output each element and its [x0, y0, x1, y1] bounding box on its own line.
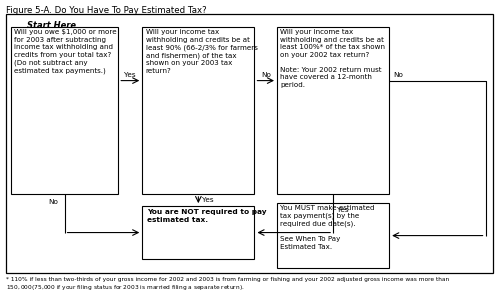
Bar [142, 206, 254, 259]
Text: No: No [393, 72, 403, 78]
Text: Will your income tax
withholding and credits be at
least 100%* of the tax shown
: Will your income tax withholding and cre… [280, 29, 385, 88]
Bar [277, 203, 389, 268]
Text: You MUST make estimated
tax payment(s) by the
required due date(s).

See When To: You MUST make estimated tax payment(s) b… [280, 205, 375, 250]
Bar [277, 27, 389, 194]
Text: * 110% if less than two-thirds of your gross income for 2002 and 2003 is from fa: * 110% if less than two-thirds of your g… [6, 277, 449, 292]
Bar [11, 27, 118, 194]
Text: No: No [261, 72, 270, 78]
Bar [6, 14, 493, 273]
Text: Yes: Yes [202, 197, 213, 203]
Text: Will you owe $1,000 or more
for 2003 after subtracting
income tax withholding an: Will you owe $1,000 or more for 2003 aft… [14, 29, 117, 74]
Text: Yes: Yes [124, 72, 136, 78]
Text: Yes: Yes [337, 207, 349, 213]
Bar [142, 27, 254, 194]
Text: Figure 5-A. Do You Have To Pay Estimated Tax?: Figure 5-A. Do You Have To Pay Estimated… [6, 6, 207, 15]
Text: No: No [49, 199, 58, 205]
Text: You are NOT required to pay
estimated tax.: You are NOT required to pay estimated ta… [147, 209, 266, 223]
Text: Start Here: Start Here [27, 21, 76, 30]
Text: Will your income tax
withholding and credits be at
least 90% (66-2/3% for farmer: Will your income tax withholding and cre… [146, 29, 257, 74]
